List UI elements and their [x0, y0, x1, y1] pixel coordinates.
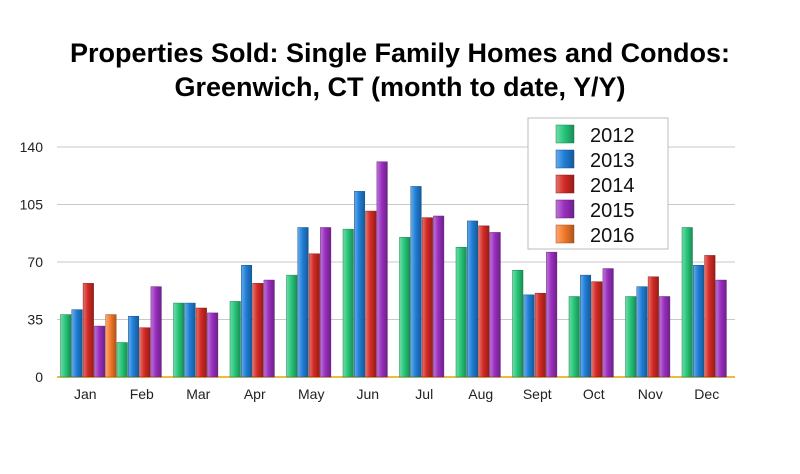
bar-2012-feb	[116, 342, 128, 378]
x-tick-label: Nov	[638, 386, 663, 402]
bar-2013-jan	[71, 309, 83, 378]
chart-title-line-1: Properties Sold: Single Family Homes and…	[70, 38, 730, 68]
bar-2014-sept	[534, 292, 546, 378]
bar-2012-mar	[173, 302, 185, 378]
bar-2014-dec	[704, 255, 716, 378]
bar-2015-apr	[263, 279, 275, 378]
bar-2012-may	[286, 274, 298, 378]
y-tick-label: 70	[27, 254, 43, 270]
x-tick-label: Jan	[74, 386, 97, 402]
bar-2013-oct	[580, 274, 592, 378]
y-axis: 0 35 70 105 140	[20, 139, 44, 385]
bar-2013-apr	[241, 265, 253, 378]
bar-2015-dec	[715, 279, 727, 378]
bar-2014-feb	[139, 327, 151, 378]
legend-swatch-2012	[555, 124, 575, 144]
legend-swatch-2014	[555, 174, 575, 194]
bar-2013-jun	[354, 191, 366, 378]
bar-2013-dec	[693, 265, 705, 378]
bar-2014-aug	[478, 225, 490, 378]
bar-2014-oct	[591, 281, 603, 378]
bar-2012-dec	[681, 227, 693, 378]
x-axis: Jan Feb Mar Apr May Jun Jul Aug Sept Oct Nov Dec	[74, 386, 719, 402]
bar-2013-jul	[410, 186, 422, 378]
bar-2015-feb	[150, 286, 162, 378]
x-tick-label: Oct	[583, 386, 605, 402]
y-tick-label: 35	[27, 312, 43, 328]
bar-2014-mar	[195, 307, 207, 378]
bar-2014-nov	[647, 276, 659, 378]
bar-2015-may	[320, 227, 332, 378]
bar-2013-feb	[128, 315, 140, 378]
legend-swatch-2016	[555, 224, 575, 244]
bar-2015-jun	[376, 161, 388, 378]
bar-2012-jun	[342, 228, 354, 378]
x-tick-label: Feb	[130, 386, 154, 402]
bar-2012-jan	[60, 314, 72, 378]
legend-label-2012: 2012	[590, 125, 635, 147]
x-tick-label: Dec	[694, 386, 719, 402]
bar-2015-mar	[207, 312, 219, 378]
bar-2012-oct	[568, 296, 580, 378]
bar-2012-sept	[512, 269, 524, 378]
bar-2013-sept	[523, 294, 535, 378]
bar-2014-jan	[82, 283, 94, 378]
x-tick-label: Jun	[356, 386, 379, 402]
legend-label-2014: 2014	[590, 175, 635, 197]
legend: 2012 2013 2014 2015 2016	[527, 117, 669, 250]
bar-2015-oct	[602, 268, 614, 378]
legend-label-2015: 2015	[590, 200, 635, 222]
y-tick-label: 0	[35, 369, 43, 385]
bar-2016-jan	[105, 314, 117, 378]
y-tick-label: 105	[20, 197, 44, 213]
bar-2012-aug	[455, 246, 467, 378]
bar-2014-jul	[421, 217, 433, 378]
y-tick-label: 140	[20, 139, 44, 155]
bar-2013-mar	[184, 302, 196, 378]
x-tick-label: Aug	[468, 386, 493, 402]
legend-label-2013: 2013	[590, 150, 635, 172]
bar-2015-nov	[659, 296, 671, 378]
bar-2015-aug	[489, 232, 501, 378]
x-tick-label: Jul	[415, 386, 433, 402]
bar-2013-aug	[467, 220, 479, 378]
bar-2012-jul	[399, 237, 411, 378]
x-tick-label: Mar	[186, 386, 210, 402]
x-tick-label: May	[298, 386, 324, 402]
legend-swatch-2013	[555, 149, 575, 169]
x-tick-label: Apr	[244, 386, 266, 402]
chart-title-line-2: Greenwich, CT (month to date, Y/Y)	[174, 72, 625, 102]
bar-2012-nov	[625, 296, 637, 378]
bar-2015-jan	[94, 325, 106, 378]
bar-2015-sept	[546, 251, 558, 378]
bar-2015-jul	[433, 215, 445, 378]
x-tick-label: Sept	[523, 386, 552, 402]
bar-2012-apr	[229, 301, 241, 378]
bar-2013-may	[297, 227, 309, 378]
bars	[60, 161, 727, 378]
bar-2014-jun	[365, 210, 377, 378]
bar-2013-nov	[636, 286, 648, 378]
legend-swatch-2015	[555, 199, 575, 219]
bar-2014-may	[308, 253, 320, 378]
bar-2014-apr	[252, 283, 264, 378]
legend-box	[527, 117, 669, 250]
legend-label-2016: 2016	[590, 225, 635, 247]
